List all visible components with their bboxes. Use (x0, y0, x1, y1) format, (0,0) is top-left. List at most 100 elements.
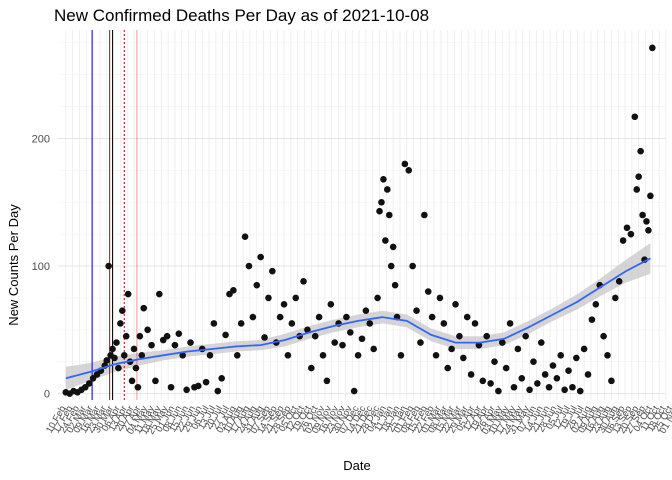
data-point (649, 44, 656, 52)
data-point (261, 334, 268, 341)
data-point (417, 339, 424, 346)
data-point (346, 329, 354, 336)
data-point (136, 332, 144, 340)
data-point (432, 352, 440, 359)
data-point (241, 233, 249, 240)
data-point (456, 332, 463, 340)
data-point (103, 357, 111, 364)
confidence-band (65, 243, 651, 390)
data-point (487, 380, 494, 387)
data-point (300, 278, 307, 285)
data-point (584, 371, 592, 378)
data-point (409, 262, 416, 270)
data-point (183, 386, 190, 394)
data-point (526, 386, 533, 394)
data-point (210, 320, 218, 327)
data-point (308, 364, 315, 372)
trend-layer (65, 257, 651, 380)
data-point (138, 352, 146, 359)
data-point (643, 218, 650, 225)
data-point (576, 387, 584, 395)
data-point (366, 320, 374, 327)
data-point (541, 371, 549, 378)
data-point (491, 358, 498, 366)
data-point (424, 288, 432, 295)
data-point (374, 294, 381, 302)
data-point (401, 160, 409, 168)
data-point (537, 339, 545, 346)
data-point (140, 304, 148, 312)
data-point (269, 267, 276, 275)
data-point (385, 211, 393, 219)
data-point (436, 294, 444, 302)
data-point (85, 380, 93, 387)
data-point (280, 301, 288, 308)
data-point (222, 331, 229, 339)
data-point (327, 301, 335, 308)
data-point (156, 290, 163, 298)
data-point (109, 345, 116, 353)
data-point (378, 198, 385, 206)
data-point (440, 320, 448, 327)
data-point (167, 383, 175, 391)
data-point (288, 320, 296, 327)
data-point (428, 313, 436, 321)
data-point (467, 371, 475, 378)
y-axis-title: New Counts Per Day (6, 204, 21, 326)
data-point (195, 382, 202, 390)
data-point (592, 301, 600, 308)
data-point (354, 352, 362, 359)
data-point (292, 294, 300, 302)
data-point (152, 377, 159, 385)
data-point (119, 307, 126, 314)
data-point (623, 224, 631, 232)
data-point (463, 313, 471, 321)
data-point (370, 345, 377, 353)
data-point (233, 352, 241, 359)
data-point (448, 345, 455, 353)
data-point (645, 227, 652, 234)
trend-line (65, 257, 651, 380)
data-point (124, 290, 132, 298)
data-point (413, 307, 420, 314)
data-point (284, 352, 292, 359)
data-point (573, 354, 580, 362)
data-point (387, 262, 395, 270)
data-point (218, 375, 225, 382)
data-point (117, 320, 124, 327)
data-point (214, 387, 222, 395)
data-point (557, 352, 565, 359)
data-point (343, 313, 350, 321)
chart-title: New Confirmed Deaths Per Day as of 2021-… (54, 6, 430, 25)
data-point (569, 383, 576, 391)
data-point (510, 383, 518, 391)
data-point (421, 211, 428, 219)
data-point (600, 332, 607, 340)
data-point (230, 286, 237, 294)
data-point (202, 378, 210, 386)
data-point (311, 332, 319, 340)
data-point (608, 377, 615, 385)
data-point (304, 326, 311, 334)
data-point (358, 335, 366, 343)
data-point (122, 332, 130, 340)
data-point (128, 377, 136, 385)
data-point (471, 320, 479, 327)
data-point (376, 207, 383, 215)
data-point (506, 320, 514, 327)
data-point (237, 320, 245, 327)
data-point (639, 211, 646, 219)
data-point (331, 339, 339, 346)
data-point (619, 237, 627, 244)
data-point (179, 352, 187, 359)
data-point (105, 262, 112, 270)
x-axis-title: Date (343, 458, 370, 473)
y-tick-label: 0 (44, 389, 50, 401)
data-point (391, 281, 399, 289)
data-point (276, 313, 284, 321)
data-point (405, 167, 413, 174)
data-point (257, 253, 264, 261)
data-point (534, 380, 541, 387)
data-point (384, 186, 391, 193)
